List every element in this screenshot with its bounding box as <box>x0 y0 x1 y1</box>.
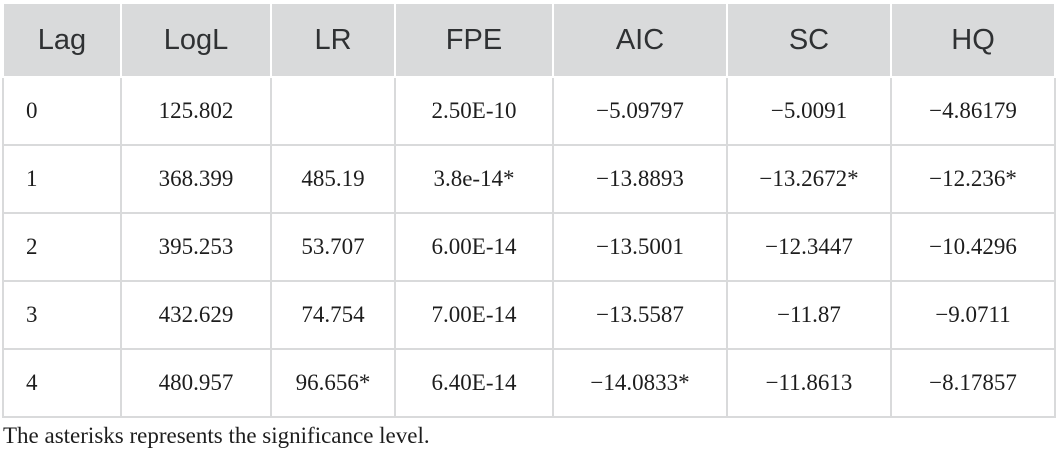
table-footnote: The asterisks represents the significanc… <box>3 423 430 448</box>
cell-logl: 432.629 <box>120 280 272 350</box>
cell-hq: −9.0711 <box>890 280 1056 350</box>
header-row: Lag LogL LR FPE AIC SC HQ <box>2 2 1056 78</box>
cell-fpe: 7.00E-14 <box>394 280 554 350</box>
cell-logl: 368.399 <box>120 144 272 214</box>
cell-logl: 125.802 <box>120 76 272 146</box>
table-row: 3 432.629 74.754 7.00E-14 −13.5587 −11.8… <box>2 280 1056 350</box>
cell-lag: 1 <box>2 144 122 214</box>
table-row: 0 125.802 2.50E-10 −5.09797 −5.0091 −4.8… <box>2 76 1056 146</box>
cell-lr: 53.707 <box>270 212 396 282</box>
cell-sc: −11.87 <box>726 280 892 350</box>
header-fpe: FPE <box>394 2 554 78</box>
cell-sc: −5.0091 <box>726 76 892 146</box>
header-sc: SC <box>726 2 892 78</box>
cell-aic: −13.5001 <box>552 212 728 282</box>
cell-hq: −10.4296 <box>890 212 1056 282</box>
cell-sc: −11.8613 <box>726 348 892 418</box>
cell-lag: 2 <box>2 212 122 282</box>
header-aic: AIC <box>552 2 728 78</box>
table-container: Lag LogL LR FPE AIC SC HQ 0 125.802 2.50… <box>2 2 1056 418</box>
cell-lr: 96.656* <box>270 348 396 418</box>
cell-lag: 4 <box>2 348 122 418</box>
cell-aic: −14.0833* <box>552 348 728 418</box>
header-logl: LogL <box>120 2 272 78</box>
cell-sc: −12.3447 <box>726 212 892 282</box>
cell-lr: 485.19 <box>270 144 396 214</box>
cell-hq: −8.17857 <box>890 348 1056 418</box>
cell-hq: −4.86179 <box>890 76 1056 146</box>
cell-fpe: 6.00E-14 <box>394 212 554 282</box>
cell-aic: −13.5587 <box>552 280 728 350</box>
header-lr: LR <box>270 2 396 78</box>
cell-logl: 480.957 <box>120 348 272 418</box>
cell-hq: −12.236* <box>890 144 1056 214</box>
header-hq: HQ <box>890 2 1056 78</box>
cell-lr <box>270 76 396 146</box>
cell-sc: −13.2672* <box>726 144 892 214</box>
cell-lag: 3 <box>2 280 122 350</box>
table-row: 2 395.253 53.707 6.00E-14 −13.5001 −12.3… <box>2 212 1056 282</box>
table-row: 4 480.957 96.656* 6.40E-14 −14.0833* −11… <box>2 348 1056 418</box>
lag-selection-table: Lag LogL LR FPE AIC SC HQ 0 125.802 2.50… <box>2 2 1056 418</box>
table-row: 1 368.399 485.19 3.8e-14* −13.8893 −13.2… <box>2 144 1056 214</box>
cell-fpe: 6.40E-14 <box>394 348 554 418</box>
cell-aic: −5.09797 <box>552 76 728 146</box>
cell-fpe: 3.8e-14* <box>394 144 554 214</box>
cell-lag: 0 <box>2 76 122 146</box>
cell-lr: 74.754 <box>270 280 396 350</box>
cell-fpe: 2.50E-10 <box>394 76 554 146</box>
cell-logl: 395.253 <box>120 212 272 282</box>
header-lag: Lag <box>2 2 122 78</box>
cell-aic: −13.8893 <box>552 144 728 214</box>
